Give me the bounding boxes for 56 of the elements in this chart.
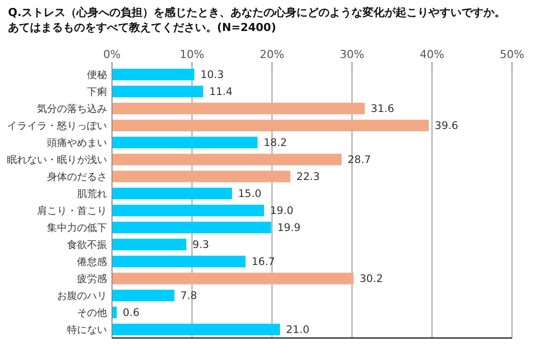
x-tick-label: 50% <box>500 48 524 61</box>
y-tick-label: 便秘 <box>87 70 107 81</box>
data-label: 11.4 <box>209 86 233 98</box>
bar <box>112 102 365 114</box>
data-label: 16.7 <box>252 256 275 268</box>
y-tick-label: 肩こり・首こり <box>37 205 107 217</box>
data-label: 10.3 <box>200 69 224 82</box>
y-tick-label: 特にない <box>67 324 107 336</box>
data-label: 7.8 <box>180 290 198 302</box>
y-tick-label: お腹のハリ <box>57 290 107 302</box>
chart-title: Q.ストレス（心身への負担）を感じたとき、あなたの心身にどのような変化が起こりやすいですか。 <box>8 6 506 19</box>
bar <box>112 86 204 98</box>
data-label: 19.9 <box>277 222 301 234</box>
y-tick-label: 倦怠感 <box>77 256 107 268</box>
y-tick-label: 下痢 <box>87 86 107 98</box>
bar <box>112 68 194 80</box>
x-tick-label: 20% <box>260 48 284 61</box>
data-label: 39.6 <box>434 120 458 132</box>
y-tick-label: その他 <box>77 307 107 319</box>
y-tick-label: 気分の落ち込み <box>37 103 107 115</box>
bar <box>112 238 186 250</box>
bar <box>112 290 174 302</box>
data-label: 15.0 <box>238 188 262 200</box>
data-label: 22.3 <box>296 171 320 184</box>
y-tick-label: 身体のだるさ <box>47 171 107 183</box>
bar <box>112 272 354 284</box>
data-label: 28.7 <box>348 154 371 166</box>
x-tick-label: 30% <box>340 48 364 61</box>
bar <box>112 324 280 336</box>
data-label: 30.2 <box>360 273 383 286</box>
y-tick-label: 肌荒れ <box>77 188 107 200</box>
data-label: 19.0 <box>270 205 294 218</box>
bar <box>112 170 290 182</box>
y-tick-label: 頭痛やめまい <box>47 137 107 149</box>
data-label: 21.0 <box>286 324 310 336</box>
bar <box>112 120 429 132</box>
y-tick-label: 集中力の低下 <box>47 222 107 234</box>
x-tick-label: 0% <box>103 48 121 61</box>
y-tick-label: 眠れない・眠りが浅い <box>7 154 107 166</box>
y-tick-label: 疲労感 <box>77 273 107 285</box>
data-label: 9.3 <box>192 239 210 252</box>
x-tick-label: 40% <box>420 48 444 61</box>
data-label: 18.2 <box>264 137 287 150</box>
chart-subtitle: あてはまるものをすべて教えてください。(N=2400) <box>8 21 276 34</box>
data-label: 31.6 <box>370 103 394 116</box>
bar <box>112 204 264 216</box>
bar <box>112 188 232 200</box>
data-label: 0.6 <box>122 307 140 320</box>
y-tick-label: イライラ・怒りっぽい <box>7 120 107 132</box>
y-tick-label: 食欲不振 <box>67 239 107 251</box>
bar <box>112 256 246 268</box>
bar <box>112 306 117 318</box>
bar <box>112 222 272 234</box>
bar <box>112 136 258 148</box>
x-tick-label: 10% <box>180 48 204 61</box>
bar <box>112 154 342 166</box>
